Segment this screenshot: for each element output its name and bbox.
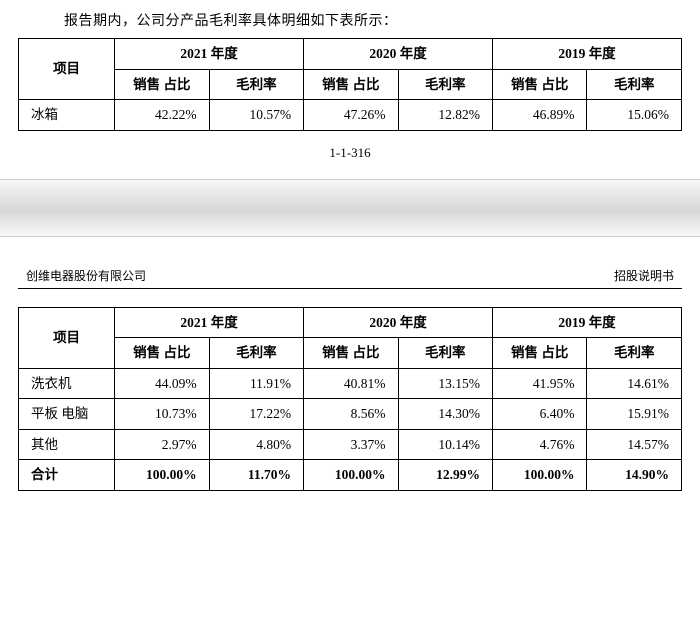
table-row: 洗衣机44.09%11.91%40.81%13.15%41.95%14.61% xyxy=(19,368,682,399)
cell-value: 41.95% xyxy=(493,368,587,399)
table-1-head: 项目 2021 年度 2020 年度 2019 年度 销售 占比 毛利率 销售 … xyxy=(19,39,682,100)
cell-value: 3.37% xyxy=(304,429,398,460)
sub-header-gross-margin: 毛利率 xyxy=(209,338,303,369)
row-label: 其他 xyxy=(19,429,115,460)
cell-value: 100.00% xyxy=(304,460,398,491)
table-2-gross-margin: 项目 2021 年度 2020 年度 2019 年度 销售 占比 毛利率 销售 … xyxy=(18,307,682,491)
cell-value: 46.89% xyxy=(493,100,587,131)
cell-value: 10.57% xyxy=(209,100,303,131)
row-label: 洗衣机 xyxy=(19,368,115,399)
table-row: 平板 电脑10.73%17.22%8.56%14.30%6.40%15.91% xyxy=(19,399,682,430)
cell-value: 13.15% xyxy=(398,368,492,399)
col-header-item: 项目 xyxy=(19,307,115,368)
cell-value: 11.70% xyxy=(209,460,303,491)
page-number: 1-1-316 xyxy=(18,145,682,161)
sub-header-sales-share: 销售 占比 xyxy=(493,338,587,369)
col-header-year-2020: 2020 年度 xyxy=(304,307,493,338)
page-2-header: 创维电器股份有限公司 招股说明书 xyxy=(18,267,682,288)
sub-header-sales-share: 销售 占比 xyxy=(115,69,209,100)
cell-value: 47.26% xyxy=(304,100,398,131)
cell-value: 12.82% xyxy=(398,100,492,131)
table-1-body: 冰箱42.22%10.57%47.26%12.82%46.89%15.06% xyxy=(19,100,682,131)
col-header-year-2020: 2020 年度 xyxy=(304,39,493,70)
row-label: 平板 电脑 xyxy=(19,399,115,430)
col-header-year-2021: 2021 年度 xyxy=(115,39,304,70)
cell-value: 8.56% xyxy=(304,399,398,430)
cell-value: 17.22% xyxy=(209,399,303,430)
row-label: 合计 xyxy=(19,460,115,491)
row-label: 冰箱 xyxy=(19,100,115,131)
table-2-body: 洗衣机44.09%11.91%40.81%13.15%41.95%14.61%平… xyxy=(19,368,682,490)
cell-value: 14.90% xyxy=(587,460,682,491)
header-doc-type: 招股说明书 xyxy=(614,267,674,284)
header-company-name: 创维电器股份有限公司 xyxy=(26,267,146,284)
sub-header-sales-share: 销售 占比 xyxy=(304,69,398,100)
table-row: 其他2.97%4.80%3.37%10.14%4.76%14.57% xyxy=(19,429,682,460)
cell-value: 15.91% xyxy=(587,399,682,430)
col-header-year-2021: 2021 年度 xyxy=(115,307,304,338)
cell-value: 10.73% xyxy=(115,399,209,430)
cell-value: 44.09% xyxy=(115,368,209,399)
col-header-item: 项目 xyxy=(19,39,115,100)
intro-paragraph: 报告期内，公司分产品毛利率具体明细如下表所示： xyxy=(18,10,682,30)
sub-header-gross-margin: 毛利率 xyxy=(587,69,682,100)
cell-value: 15.06% xyxy=(587,100,682,131)
cell-value: 14.30% xyxy=(398,399,492,430)
col-header-year-2019: 2019 年度 xyxy=(493,307,682,338)
page-gap xyxy=(0,179,700,237)
table-1-gross-margin: 项目 2021 年度 2020 年度 2019 年度 销售 占比 毛利率 销售 … xyxy=(18,38,682,131)
cell-value: 11.91% xyxy=(209,368,303,399)
cell-value: 6.40% xyxy=(493,399,587,430)
table-2-head: 项目 2021 年度 2020 年度 2019 年度 销售 占比 毛利率 销售 … xyxy=(19,307,682,368)
table-row: 冰箱42.22%10.57%47.26%12.82%46.89%15.06% xyxy=(19,100,682,131)
sub-header-gross-margin: 毛利率 xyxy=(398,338,492,369)
page-1: 报告期内，公司分产品毛利率具体明细如下表所示： 项目 2021 年度 2020 … xyxy=(0,0,700,173)
table-row: 合计100.00%11.70%100.00%12.99%100.00%14.90… xyxy=(19,460,682,491)
cell-value: 4.80% xyxy=(209,429,303,460)
cell-value: 42.22% xyxy=(115,100,209,131)
cell-value: 12.99% xyxy=(398,460,492,491)
header-rule xyxy=(18,288,682,289)
sub-header-gross-margin: 毛利率 xyxy=(587,338,682,369)
col-header-year-2019: 2019 年度 xyxy=(493,39,682,70)
cell-value: 2.97% xyxy=(115,429,209,460)
sub-header-sales-share: 销售 占比 xyxy=(304,338,398,369)
cell-value: 14.61% xyxy=(587,368,682,399)
sub-header-sales-share: 销售 占比 xyxy=(115,338,209,369)
cell-value: 40.81% xyxy=(304,368,398,399)
cell-value: 100.00% xyxy=(115,460,209,491)
sub-header-sales-share: 销售 占比 xyxy=(493,69,587,100)
cell-value: 14.57% xyxy=(587,429,682,460)
cell-value: 100.00% xyxy=(493,460,587,491)
sub-header-gross-margin: 毛利率 xyxy=(209,69,303,100)
cell-value: 10.14% xyxy=(398,429,492,460)
page-2: 创维电器股份有限公司 招股说明书 项目 2021 年度 2020 年度 2019… xyxy=(0,237,700,509)
cell-value: 4.76% xyxy=(493,429,587,460)
sub-header-gross-margin: 毛利率 xyxy=(398,69,492,100)
